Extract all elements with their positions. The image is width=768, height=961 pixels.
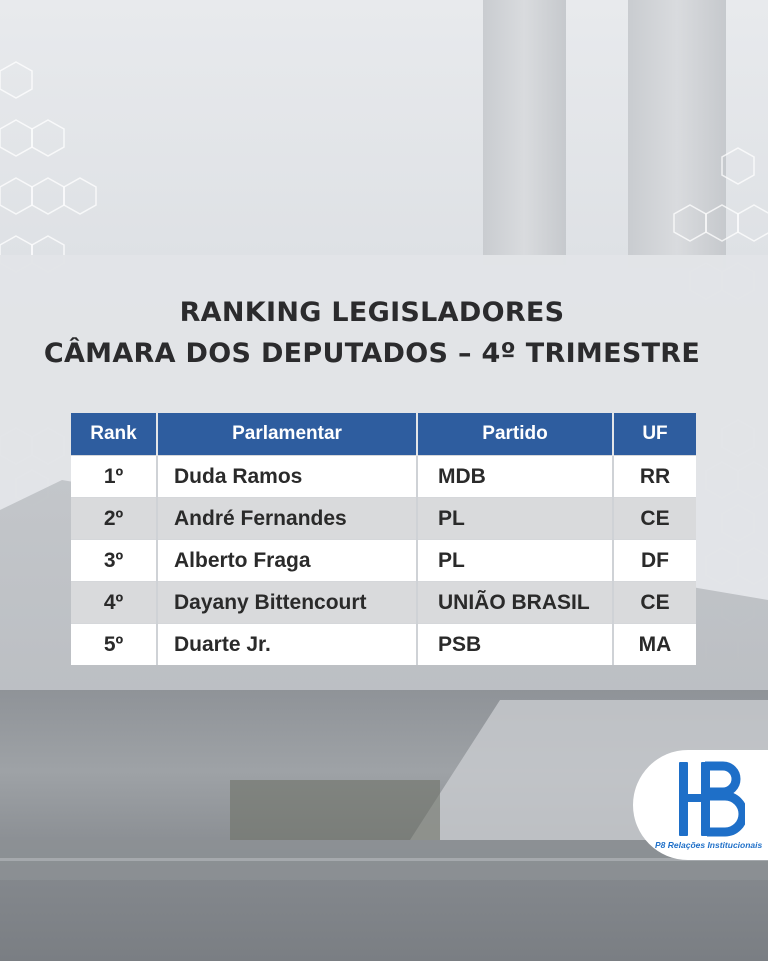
- cell-rank: 5º: [71, 623, 158, 665]
- cell-uf: MA: [613, 623, 696, 665]
- header-rank: Rank: [71, 413, 158, 456]
- table-header-row: Rank Parlamentar Partido UF: [71, 413, 696, 456]
- cell-uf: RR: [613, 455, 696, 498]
- header-uf: UF: [613, 413, 696, 456]
- background-tower-right: [628, 0, 726, 268]
- table-row: 5º Duarte Jr. PSB MA: [71, 623, 696, 665]
- cell-name: Dayany Bittencourt: [157, 581, 418, 624]
- title-line-2: CÂMARA DOS DEPUTADOS – 4º TRIMESTRE: [43, 338, 701, 369]
- cell-name: Duda Ramos: [157, 455, 418, 498]
- header-parlamentar: Parlamentar: [157, 413, 418, 456]
- table-row: 1º Duda Ramos MDB RR: [71, 455, 696, 498]
- cell-rank: 3º: [71, 539, 158, 582]
- cell-uf: CE: [613, 497, 696, 540]
- background-lawn: [230, 780, 440, 840]
- table-row: 3º Alberto Fraga PL DF: [71, 539, 696, 582]
- cell-party: PL: [417, 539, 614, 582]
- cell-name: Duarte Jr.: [157, 623, 418, 665]
- cell-party: UNIÃO BRASIL: [417, 581, 614, 624]
- table-row: 4º Dayany Bittencourt UNIÃO BRASIL CE: [71, 581, 696, 624]
- cell-rank: 4º: [71, 581, 158, 624]
- ranking-table: Rank Parlamentar Partido UF 1º Duda Ramo…: [71, 413, 696, 665]
- cell-party: PSB: [417, 623, 614, 665]
- cell-name: André Fernandes: [157, 497, 418, 540]
- cell-party: MDB: [417, 455, 614, 498]
- header-partido: Partido: [417, 413, 614, 456]
- table-row: 2º André Fernandes PL CE: [71, 497, 696, 540]
- background-tower-left: [483, 0, 566, 265]
- cell-rank: 1º: [71, 455, 158, 498]
- logo-caption: P8 Relações Institucionais: [655, 840, 763, 850]
- brand-logo: P8 Relações Institucionais: [633, 750, 768, 860]
- cell-uf: DF: [613, 539, 696, 582]
- cell-uf: CE: [613, 581, 696, 624]
- cell-rank: 2º: [71, 497, 158, 540]
- p8-logo-icon: [679, 761, 745, 837]
- cell-party: PL: [417, 497, 614, 540]
- cell-name: Alberto Fraga: [157, 539, 418, 582]
- background-road-line: [0, 858, 768, 861]
- title-line-1: RANKING LEGISLADORES: [179, 297, 565, 328]
